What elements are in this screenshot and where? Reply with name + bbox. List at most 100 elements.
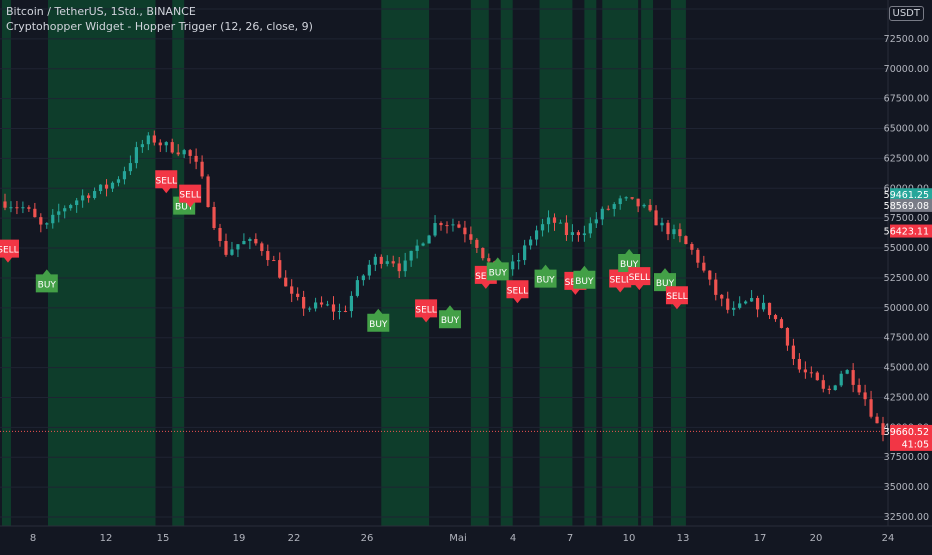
price-axis[interactable]: 32500.0035000.0037500.0040000.0042500.00… [884,0,932,550]
candle-body [140,144,144,148]
buy-signal: BUY [367,308,390,332]
candle-body [469,234,473,240]
price-tick-label: 57500.00 [884,213,929,224]
candle-body [81,195,85,201]
price-label-text: 58569.08 [884,201,929,212]
buy-signal-label: BUY [656,279,675,289]
candle-body [343,310,348,312]
bull-zones [2,0,686,526]
candle-body [188,150,192,156]
candle-body [9,207,13,209]
candle-body [690,244,694,250]
candle-body [839,373,843,386]
candle-body [642,204,646,207]
sell-signal-label: SELL [156,176,177,186]
candle-body [391,261,395,264]
candle-body [773,315,778,320]
candle-body [421,243,425,246]
buy-signal: BUY [35,269,58,293]
candle-body [481,247,485,259]
candle-body [600,208,604,220]
price-tick-label: 35000.00 [884,482,929,493]
bull-zone [470,0,489,526]
buy-signal-label: BUY [575,277,594,287]
candle-body [433,223,437,236]
indicator-title[interactable]: Cryptohopper Widget - Hopper Trigger (12… [6,20,313,33]
symbol-title[interactable]: Bitcoin / TetherUS, 1Std., BINANCE [6,5,196,18]
candle-body [660,222,664,226]
currency-label[interactable]: USDT [888,6,924,21]
candle-body [122,171,127,180]
candle-body [654,210,658,226]
candle-body [594,219,598,224]
candle-body [104,184,109,189]
candle-body [409,250,413,261]
candle-body [779,319,784,328]
candle-body [875,416,879,424]
candle-body [523,245,527,261]
time-axis-bg [0,526,932,550]
bull-zone [2,0,11,526]
candle-body [558,222,563,224]
buy-signal-marker [654,268,676,292]
candle-body [260,243,264,252]
candle-body [427,235,431,244]
candle-body [534,230,539,240]
time-tick-label: 24 [882,533,895,544]
candle-body [457,224,461,228]
candle-body [451,224,455,226]
candle-body [51,214,55,224]
candle-body [200,161,204,177]
time-axis[interactable]: 8 12 15 19 22 26 Mai 4 7 10 13 17 20 24 [0,525,932,550]
candle-body [128,163,133,172]
buy-signal-label: BUY [175,203,194,213]
candle-body [821,380,825,389]
candle-body [39,217,43,225]
candle-body [827,388,831,391]
candle-body [463,227,467,235]
time-tick-label: 13 [677,533,690,544]
candle-body [517,260,521,262]
sell-signal-marker [609,269,632,293]
candle-body [15,207,19,209]
candle-body [296,293,300,297]
candle-body [313,302,318,309]
candle-body [684,236,688,245]
buy-signal: BUY [573,265,596,289]
candle-body [869,399,873,417]
time-tick-label: 22 [288,533,301,544]
sell-signal-marker [155,170,178,194]
sell-signal-label: SELL [666,292,687,302]
candle-body [302,296,306,309]
candle-body [744,301,748,304]
candle-body [152,135,156,143]
candle-body [636,198,640,207]
candle-body [726,298,730,310]
candle-body [236,244,240,250]
candle-body [582,233,586,236]
candle-body [361,275,365,281]
candle-body [224,240,228,255]
sell-signal: SELL [179,184,202,208]
candle-body [851,370,855,385]
price-tick-label: 47500.00 [884,333,929,344]
time-tick-label: Mai [449,533,467,544]
candle-body [397,263,401,272]
candle-body [182,150,186,155]
candle-body [475,239,479,248]
candle-body [803,369,807,373]
time-tick-label: 4 [510,533,516,544]
buy-signal: BUY [486,257,509,281]
candle-body [337,310,342,312]
sell-signal: SELL [0,239,19,263]
candle-body [648,204,652,211]
price-tick-label: 62500.00 [884,153,929,164]
sell-signal-label: SELL [415,305,436,315]
candle-body [57,211,61,215]
candle-body [439,223,443,226]
candle-body [511,261,515,270]
time-tick-label: 12 [100,533,113,544]
candle-body [373,256,377,265]
